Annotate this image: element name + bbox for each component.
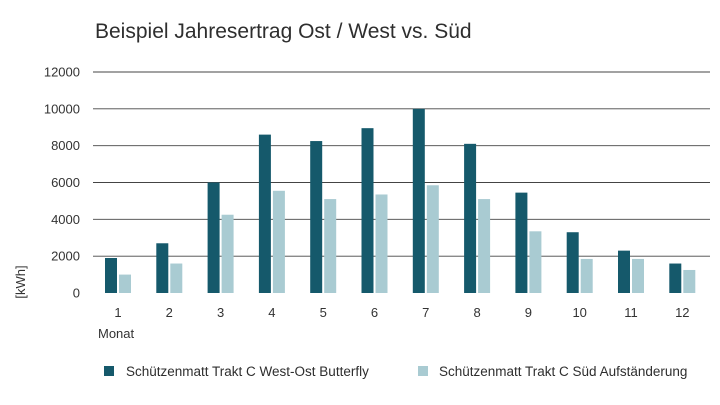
- bar-series2-month-9: [529, 231, 542, 293]
- bar-series2-month-7: [426, 185, 439, 293]
- x-tick-label-3: 3: [217, 305, 224, 320]
- bar-series2-month-3: [221, 214, 234, 293]
- bars: [105, 108, 696, 293]
- x-tick-label-1: 1: [114, 305, 121, 320]
- bar-series1-month-4: [258, 134, 271, 293]
- bar-series2-month-10: [580, 258, 593, 293]
- legend-label-west-ost: Schützenmatt Trakt C West-Ost Butterfly: [126, 364, 369, 379]
- x-tick-label-10: 10: [572, 305, 586, 320]
- y-tick-labels: 0 2000 4000 6000 8000 10000 12000: [44, 65, 80, 301]
- x-tick-label-5: 5: [320, 305, 327, 320]
- bar-series1-month-12: [669, 263, 682, 293]
- gridlines: [93, 71, 710, 257]
- bar-series2-month-11: [632, 258, 644, 293]
- legend-swatch-sued: [418, 366, 428, 376]
- x-tick-label-9: 9: [525, 305, 532, 320]
- bar-series1-month-7: [412, 108, 425, 293]
- bar-series1-month-3: [207, 182, 220, 293]
- x-tick-label-8: 8: [473, 305, 480, 320]
- bar-series1-month-1: [105, 258, 117, 293]
- bar-series2-month-8: [478, 199, 491, 293]
- x-tick-labels: 1 2 3 4 5 6 7 8 9 10 11 12: [114, 305, 689, 320]
- bar-series1-month-8: [464, 143, 477, 293]
- y-tick-label-10000: 10000: [44, 101, 80, 116]
- chart-title: Beispiel Jahresertrag Ost / West vs. Süd: [95, 20, 472, 43]
- bar-series2-month-1: [119, 274, 131, 293]
- y-axis-label: [kWh]: [13, 265, 28, 298]
- x-tick-label-4: 4: [268, 305, 275, 320]
- x-axis-label: Monat: [98, 326, 135, 341]
- bar-series2-month-12: [683, 269, 696, 293]
- x-tick-label-12: 12: [675, 305, 689, 320]
- legend: Schützenmatt Trakt C West-Ost Butterfly …: [104, 364, 687, 379]
- y-tick-label-2000: 2000: [51, 249, 80, 264]
- bar-series1-month-9: [515, 192, 528, 293]
- legend-swatch-west-ost: [104, 366, 114, 376]
- y-tick-label-4000: 4000: [51, 212, 80, 227]
- bar-series2-month-6: [375, 194, 388, 293]
- y-tick-label-6000: 6000: [51, 175, 80, 190]
- x-tick-label-2: 2: [166, 305, 173, 320]
- bar-series1-month-5: [310, 141, 323, 293]
- bar-series1-month-2: [156, 243, 169, 293]
- y-tick-label-8000: 8000: [51, 138, 80, 153]
- bar-series1-month-6: [361, 128, 374, 293]
- y-tick-label-12000: 12000: [44, 65, 80, 80]
- x-tick-label-7: 7: [422, 305, 429, 320]
- bar-series2-month-4: [272, 190, 285, 293]
- x-tick-label-6: 6: [371, 305, 378, 320]
- x-tick-label-11: 11: [624, 305, 638, 320]
- bar-series1-month-11: [618, 250, 630, 293]
- bar-series2-month-5: [324, 199, 337, 293]
- legend-label-sued: Schützenmatt Trakt C Süd Aufständerung: [439, 364, 687, 379]
- bar-series1-month-10: [566, 232, 579, 293]
- bar-series2-month-2: [170, 263, 183, 293]
- y-tick-label-0: 0: [73, 286, 80, 301]
